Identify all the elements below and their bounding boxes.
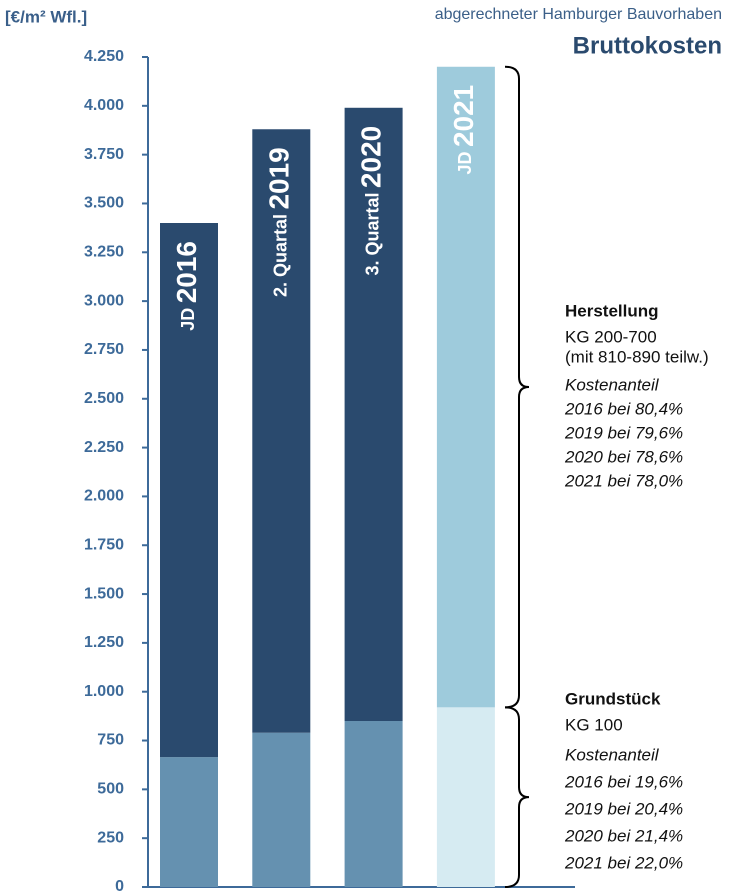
bar-segment — [344, 107, 403, 721]
bar-label: 2. Quartal 2019 — [264, 147, 295, 297]
brace — [504, 65, 530, 709]
bar-label-prefix: 2. Quartal — [270, 214, 290, 297]
bar-label-prefix: JD — [455, 152, 475, 175]
bar-label-year: 2020 — [356, 126, 387, 188]
y-tick-label: 1.250 — [84, 634, 124, 651]
chart-title: Bruttokosten — [573, 32, 722, 59]
annotation-detail: KG 100 — [565, 715, 623, 734]
y-tick-label: 2.250 — [84, 439, 124, 456]
annotation-heading: Herstellung — [565, 301, 659, 320]
brace — [504, 706, 530, 888]
annotation-detail: (mit 810-890 teilw.) — [565, 347, 709, 366]
bar-label: 3. Quartal 2020 — [356, 126, 387, 276]
y-tick-label: 4.250 — [84, 48, 124, 65]
bar-label-year: 2016 — [171, 241, 202, 303]
bar-label-year: 2021 — [448, 85, 479, 147]
y-tick-label: 1.500 — [84, 585, 124, 602]
annotation-heading: Grundstück — [565, 689, 661, 708]
annotation-share-title: Kostenanteil — [565, 745, 660, 764]
annotation-share: 2016 bei 19,6% — [564, 772, 683, 791]
y-tick-label: 3.250 — [84, 244, 124, 261]
bar-label: JD 2016 — [171, 241, 202, 331]
annotation-detail: KG 200-700 — [565, 327, 657, 346]
bar-segment — [252, 129, 311, 733]
bar-label-year: 2019 — [264, 147, 295, 209]
bar-label: JD 2021 — [448, 85, 479, 175]
y-tick-label: 3.500 — [84, 195, 124, 212]
y-tick-label: 2.500 — [84, 390, 124, 407]
y-tick-label: 0 — [115, 878, 124, 895]
bar-segment — [160, 757, 218, 887]
annotation-share: 2021 bei 78,0% — [564, 471, 683, 490]
annotation-share: 2020 bei 78,6% — [564, 447, 683, 466]
annotation-share-title: Kostenanteil — [565, 375, 660, 394]
y-tick-label: 750 — [97, 732, 124, 749]
bar-label-prefix: 3. Quartal — [362, 193, 382, 276]
bar-segment — [436, 66, 495, 708]
annotation-share: 2019 bei 79,6% — [564, 423, 683, 442]
y-tick-label: 500 — [97, 781, 124, 798]
chart-subtitle: abgerechneter Hamburger Bauvorhaben — [435, 6, 722, 23]
y-tick-label: 3.000 — [84, 292, 124, 309]
annotation-share: 2016 bei 80,4% — [564, 399, 683, 418]
y-tick-label: 3.750 — [84, 146, 124, 163]
y-tick-label: 1.000 — [84, 683, 124, 700]
bar-segment — [344, 721, 403, 887]
annotation-share: 2019 bei 20,4% — [564, 799, 683, 818]
annotation-share: 2020 bei 21,4% — [564, 826, 683, 845]
bar-segment — [436, 707, 495, 887]
y-tick-label: 2.000 — [84, 488, 124, 505]
y-tick-label: 1.750 — [84, 536, 124, 553]
y-tick-label: 2.750 — [84, 341, 124, 358]
bar-label-prefix: JD — [178, 308, 198, 331]
bar-segment — [252, 732, 311, 887]
y-tick-label: 250 — [97, 829, 124, 846]
y-axis-label: [€/m² Wfl.] — [5, 7, 87, 26]
y-tick-label: 4.000 — [84, 97, 124, 114]
bar-segment — [160, 223, 218, 758]
annotation-share: 2021 bei 22,0% — [564, 853, 683, 872]
